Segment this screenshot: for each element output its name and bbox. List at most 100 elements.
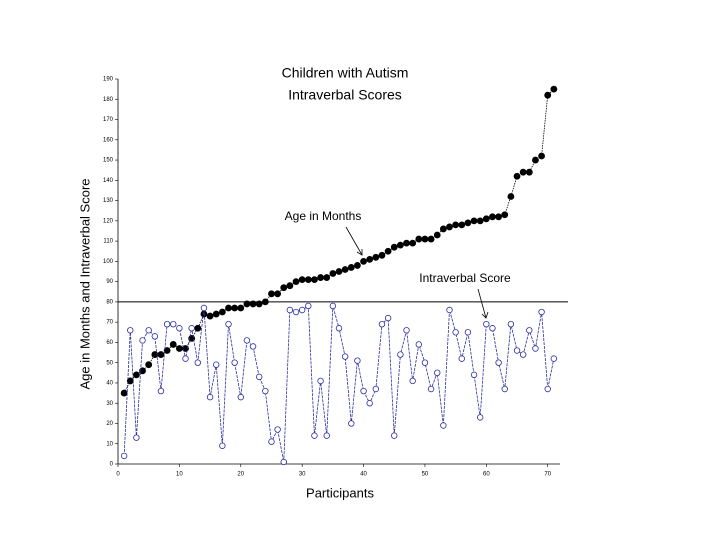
chart-subtitle: Intraverbal Scores xyxy=(288,87,402,103)
x-tick-label: 50 xyxy=(422,472,429,478)
data-point xyxy=(341,266,349,273)
data-point xyxy=(366,400,373,407)
x-tick-label: 10 xyxy=(176,472,183,478)
data-point xyxy=(397,351,404,358)
data-point xyxy=(200,310,208,318)
data-point xyxy=(495,213,503,221)
data-point xyxy=(354,262,361,269)
annotation: Age in Months xyxy=(285,209,362,223)
data-point xyxy=(298,306,306,314)
data-point xyxy=(151,333,159,340)
data-point xyxy=(470,217,478,225)
data-point xyxy=(452,329,459,336)
data-point xyxy=(169,341,177,348)
data-point xyxy=(421,235,429,243)
data-point xyxy=(274,290,282,298)
data-point xyxy=(329,270,337,277)
data-point xyxy=(188,325,195,332)
data-point xyxy=(507,320,515,328)
data-point xyxy=(513,172,521,180)
data-point xyxy=(255,300,263,308)
x-tick-label: 60 xyxy=(483,472,490,478)
data-point xyxy=(452,221,460,229)
annotation-arrow xyxy=(477,288,487,319)
data-point xyxy=(243,337,251,344)
y-tick-label: 80 xyxy=(106,299,113,305)
data-point xyxy=(237,393,244,401)
data-point xyxy=(335,268,343,275)
data-point xyxy=(489,325,496,332)
data-point xyxy=(360,387,367,395)
data-point xyxy=(391,432,398,439)
y-tick-label: 140 xyxy=(103,178,114,184)
data-point xyxy=(532,345,539,352)
y-tick-label: 70 xyxy=(106,320,113,326)
data-point xyxy=(317,377,324,385)
data-point xyxy=(483,320,490,328)
y-tick-label: 170 xyxy=(103,117,114,123)
data-point xyxy=(384,247,392,255)
data-point xyxy=(470,371,478,379)
data-point xyxy=(268,438,275,445)
data-point xyxy=(163,320,171,328)
data-point xyxy=(280,284,288,292)
data-point xyxy=(495,359,502,366)
data-point xyxy=(200,304,208,312)
data-point xyxy=(176,325,183,332)
data-point xyxy=(133,434,140,441)
y-tick-label: 130 xyxy=(103,198,114,204)
data-point xyxy=(403,239,410,247)
data-point xyxy=(298,276,306,284)
data-point xyxy=(390,243,398,251)
data-point xyxy=(519,351,527,358)
data-point xyxy=(225,304,232,312)
data-point xyxy=(225,320,232,328)
data-point xyxy=(348,420,355,427)
data-point xyxy=(415,341,423,348)
data-point xyxy=(354,357,361,364)
data-point xyxy=(464,329,472,336)
data-point xyxy=(544,385,551,393)
x-tick-label: 70 xyxy=(544,472,551,478)
data-point xyxy=(139,337,146,344)
data-point xyxy=(464,219,472,227)
data-point xyxy=(538,152,545,160)
data-point xyxy=(458,221,466,229)
data-point xyxy=(433,231,441,239)
data-point xyxy=(206,393,214,401)
data-point xyxy=(317,274,324,281)
data-point xyxy=(378,251,386,259)
data-point xyxy=(237,304,245,312)
y-tick-label: 60 xyxy=(106,340,113,346)
data-point xyxy=(182,355,189,362)
y-tick-label: 110 xyxy=(103,239,113,245)
x-tick-label: 30 xyxy=(299,472,306,478)
data-point xyxy=(274,426,281,433)
data-point xyxy=(120,389,128,397)
data-point xyxy=(446,223,453,231)
y-axis-label: Age in Months and Intraverbal Score xyxy=(77,178,92,389)
y-tick-label: 20 xyxy=(106,421,113,427)
data-point xyxy=(544,91,552,99)
data-point xyxy=(427,235,435,243)
data-point xyxy=(280,458,287,466)
data-point xyxy=(243,300,251,308)
arrow-head xyxy=(356,249,363,256)
data-point xyxy=(476,414,484,421)
data-point xyxy=(476,217,484,225)
data-point xyxy=(329,302,337,310)
data-point xyxy=(550,85,558,93)
data-point xyxy=(311,432,318,439)
data-point xyxy=(409,239,417,247)
annotation: Intraverbal Score xyxy=(419,271,511,285)
data-point xyxy=(526,327,533,334)
data-point xyxy=(231,304,239,312)
data-point xyxy=(249,300,257,308)
data-point xyxy=(427,385,435,393)
data-point xyxy=(157,387,165,395)
data-point xyxy=(255,373,263,381)
data-point xyxy=(378,320,386,328)
y-tick-label: 160 xyxy=(103,137,114,143)
data-point xyxy=(489,213,496,221)
y-tick-label: 190 xyxy=(103,77,114,83)
